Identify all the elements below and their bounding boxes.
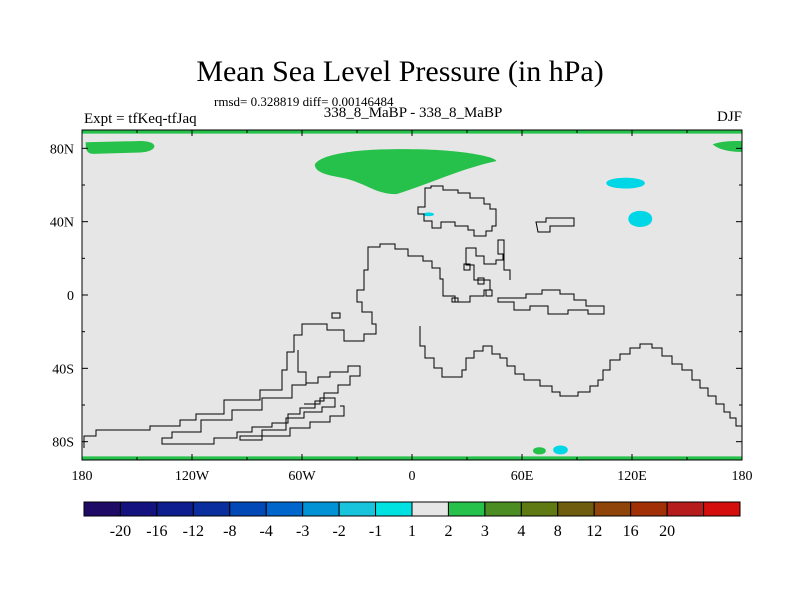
coastline-7 bbox=[497, 289, 605, 315]
colorbar-box bbox=[375, 501, 413, 517]
anomaly-region-atlantic-small bbox=[423, 212, 434, 217]
colorbar-box bbox=[229, 501, 267, 517]
anomaly-region-dateline-arctic bbox=[712, 141, 742, 152]
colorbar-label: 4 bbox=[517, 523, 525, 540]
colorbar-box bbox=[411, 501, 449, 517]
coastline-4 bbox=[161, 350, 361, 445]
comparison-label: 338_8_MaBP - 338_8_MaBP bbox=[323, 105, 503, 121]
y-tick-label: 40S bbox=[52, 362, 74, 377]
coastline-1 bbox=[417, 185, 497, 237]
coastline-13 bbox=[463, 263, 471, 271]
colorbar-box bbox=[83, 501, 121, 517]
colorbar-box bbox=[520, 501, 559, 517]
anomaly-region-central-pacific bbox=[628, 210, 653, 227]
x-tick-label: 180 bbox=[732, 469, 753, 484]
colorbar-box bbox=[630, 501, 668, 517]
anomaly-region-antarctic-a bbox=[533, 447, 546, 455]
x-tick-label: 120W bbox=[175, 469, 210, 484]
colorbar-box bbox=[557, 501, 595, 517]
colorbar-box bbox=[338, 501, 377, 517]
anomaly-region-north-pacific-polar bbox=[85, 141, 155, 154]
colorbar-label: 3 bbox=[481, 523, 489, 540]
colorbar-label: -1 bbox=[369, 523, 382, 540]
colorbar-label: -4 bbox=[260, 523, 273, 540]
coastline-8 bbox=[535, 217, 575, 233]
colorbar-label: -16 bbox=[146, 523, 167, 540]
colorbar-box bbox=[156, 501, 194, 517]
coastline-12 bbox=[485, 289, 493, 297]
map-title: Mean Sea Level Pressure (in hPa) bbox=[196, 55, 604, 88]
coastline-2 bbox=[372, 239, 511, 303]
x-tick-label: 180 bbox=[72, 469, 93, 484]
colorbar-label: 8 bbox=[554, 523, 562, 540]
y-tick-label: 80S bbox=[52, 436, 74, 451]
colorbar-box bbox=[302, 501, 340, 517]
coastline-9 bbox=[331, 312, 341, 319]
coastline-5 bbox=[239, 397, 345, 441]
experiment-label: Expt = tfKeq-tfJaq bbox=[84, 111, 197, 127]
anomaly-region-antarctic-b bbox=[553, 445, 568, 455]
y-tick-label: 80N bbox=[50, 142, 74, 157]
stats-line: rmsd= 0.328819 diff= 0.00146484 bbox=[214, 94, 394, 109]
anomaly-region-north-pacific-east bbox=[606, 177, 645, 189]
colorbar-label: 20 bbox=[659, 523, 675, 540]
colorbar-label: -8 bbox=[223, 523, 236, 540]
x-tick-label: 60W bbox=[288, 469, 316, 484]
season-label: DJF bbox=[716, 109, 742, 125]
colorbar-label: 1 bbox=[408, 523, 416, 540]
colorbar-label: 16 bbox=[623, 523, 639, 540]
anomaly-region-arctic-europe bbox=[314, 149, 497, 195]
x-tick-label: 120E bbox=[617, 469, 647, 484]
colorbar-box bbox=[666, 501, 705, 517]
colorbar-box bbox=[192, 501, 231, 517]
colorbar-label: -3 bbox=[296, 523, 309, 540]
coastline-10 bbox=[477, 277, 485, 285]
x-tick-label: 60E bbox=[511, 469, 534, 484]
colorbar-box bbox=[119, 501, 158, 517]
y-tick-label: 40N bbox=[50, 216, 74, 231]
colorbar-box bbox=[265, 501, 304, 517]
colorbar-label: -20 bbox=[110, 523, 131, 540]
colorbar-box bbox=[484, 501, 522, 517]
colorbar-box bbox=[447, 501, 486, 517]
colorbar-box bbox=[703, 501, 741, 517]
colorbar-label: -12 bbox=[183, 523, 204, 540]
coastline-3 bbox=[83, 246, 377, 448]
coastline-6 bbox=[419, 326, 742, 427]
colorbar-label: 12 bbox=[586, 523, 602, 540]
coastline-11 bbox=[451, 297, 459, 303]
colorbar-box bbox=[593, 501, 632, 517]
colorbar-label: 2 bbox=[444, 523, 452, 540]
y-tick-label: 0 bbox=[67, 289, 74, 304]
x-tick-label: 0 bbox=[409, 469, 416, 484]
colorbar-label: -2 bbox=[332, 523, 345, 540]
